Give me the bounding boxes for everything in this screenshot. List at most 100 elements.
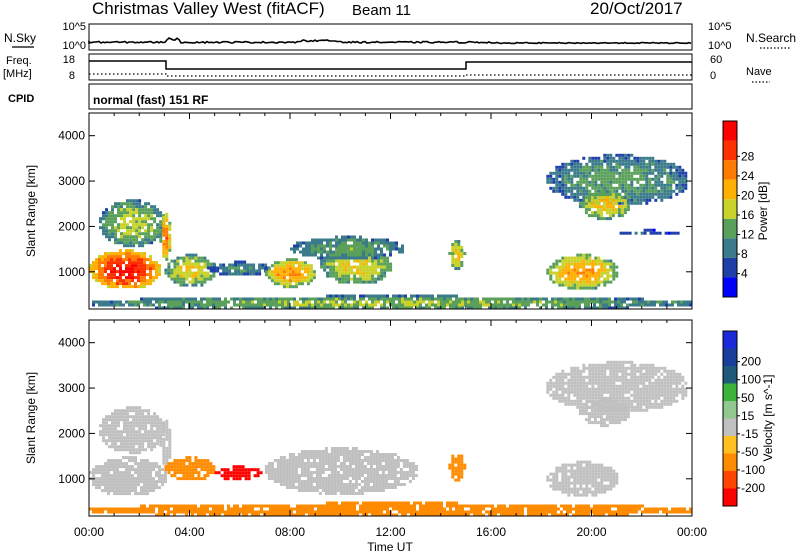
heatmap-cell — [167, 465, 171, 469]
heatmap-cell — [354, 447, 358, 450]
heatmap-cell — [359, 265, 363, 269]
heatmap-cell — [131, 480, 134, 484]
heatmap-cell — [120, 238, 123, 242]
heatmap-cell — [681, 177, 685, 181]
heatmap-cell — [95, 258, 98, 262]
heatmap-cell — [129, 211, 133, 215]
heatmap-cell — [309, 267, 313, 271]
heatmap-cell — [587, 196, 591, 200]
heatmap-cell — [347, 277, 351, 281]
heatmap-cell — [372, 486, 376, 489]
heatmap-cell — [176, 462, 180, 466]
heatmap-cell — [162, 455, 166, 459]
heatmap-cell — [165, 239, 169, 243]
heatmap-cell — [615, 390, 619, 394]
heatmap-cell — [312, 276, 316, 280]
heatmap-cell — [615, 478, 619, 482]
heatmap-cell — [107, 480, 110, 484]
heatmap-cell — [576, 399, 580, 403]
heatmap-cell — [291, 459, 295, 462]
heatmap-cell — [615, 153, 619, 157]
heatmap-cell — [627, 201, 631, 205]
heatmap-cell — [458, 303, 461, 307]
heatmap-cell — [282, 273, 286, 277]
heatmap-cell — [660, 195, 664, 199]
heatmap-cell — [162, 218, 166, 222]
heatmap-cell — [332, 274, 336, 278]
heatmap-cell — [116, 477, 119, 481]
heatmap-cell — [579, 399, 583, 403]
heatmap-cell — [461, 300, 464, 304]
heatmap-cell — [573, 475, 577, 479]
heatmap-cell — [564, 375, 568, 379]
heatmap-cell — [311, 244, 314, 248]
heatmap-cell — [377, 300, 380, 304]
heatmap-cell — [132, 421, 136, 425]
heatmap-cell — [150, 436, 154, 440]
heatmap-cell — [585, 259, 589, 263]
heatmap-cell — [630, 186, 634, 190]
heatmap-cell — [626, 303, 629, 307]
heatmap-cell — [518, 303, 521, 307]
heatmap-cell — [686, 303, 689, 307]
heatmap-cell — [129, 205, 133, 209]
heatmap-cell — [119, 249, 122, 253]
heatmap-cell — [380, 277, 384, 281]
heatmap-cell — [333, 480, 337, 483]
heatmap-cell — [585, 381, 589, 385]
heatmap-cell — [224, 297, 227, 301]
heatmap-cell — [129, 235, 133, 239]
heatmap-cell — [288, 282, 292, 286]
heatmap-cell — [128, 285, 131, 289]
heatmap-cell — [162, 251, 166, 255]
heatmap-cell — [386, 256, 390, 260]
heatmap-cell — [200, 274, 204, 278]
heatmap-cell — [497, 300, 500, 304]
heatmap-cell — [168, 239, 172, 243]
heatmap-cell — [612, 381, 616, 385]
heatmap-cell — [383, 238, 386, 242]
heatmap-cell — [368, 241, 371, 245]
heatmap-cell — [570, 195, 574, 199]
heatmap-cell — [99, 433, 102, 437]
heatmap-cell — [182, 274, 186, 278]
heatmap-cell — [300, 474, 304, 477]
heatmap-cell — [321, 450, 325, 453]
heatmap-cell — [131, 273, 134, 277]
heatmap-cell — [576, 192, 580, 196]
heatmap-cell — [341, 253, 344, 257]
heatmap-cell — [587, 418, 591, 422]
heatmap-cell — [311, 306, 314, 310]
heatmap-cell — [345, 486, 349, 489]
heatmap-cell — [341, 238, 344, 242]
heatmap-cell — [612, 396, 616, 400]
heatmap-cell — [579, 265, 583, 269]
heatmap-cell — [129, 406, 133, 410]
heatmap-cell — [285, 258, 289, 262]
heatmap-cell — [165, 425, 169, 429]
heatmap-cell — [245, 300, 248, 304]
heatmap-cell — [152, 477, 155, 481]
heatmap-cell — [585, 271, 589, 275]
heatmap-cell — [336, 471, 340, 474]
heatmap-cell — [257, 306, 260, 310]
heatmap-cell — [311, 250, 314, 254]
heatmap-cell — [116, 282, 119, 286]
heatmap-cell — [164, 300, 167, 304]
heatmap-cell — [558, 280, 562, 284]
beam-label: Beam 11 — [352, 2, 411, 19]
heatmap-cell — [404, 297, 407, 301]
heatmap-cell — [188, 280, 192, 284]
heatmap-cell — [206, 303, 209, 307]
heatmap-cell — [570, 256, 574, 260]
heatmap-cell — [168, 446, 172, 450]
heatmap-cell — [147, 226, 151, 230]
heatmap-cell — [561, 177, 565, 181]
heatmap-cell — [353, 271, 357, 275]
heatmap-cell — [464, 303, 467, 307]
heatmap-cell — [305, 303, 308, 307]
heatmap-cell — [147, 436, 151, 440]
heatmap-cell — [122, 303, 125, 307]
heatmap-cell — [488, 297, 491, 301]
heatmap-cell — [567, 378, 571, 382]
